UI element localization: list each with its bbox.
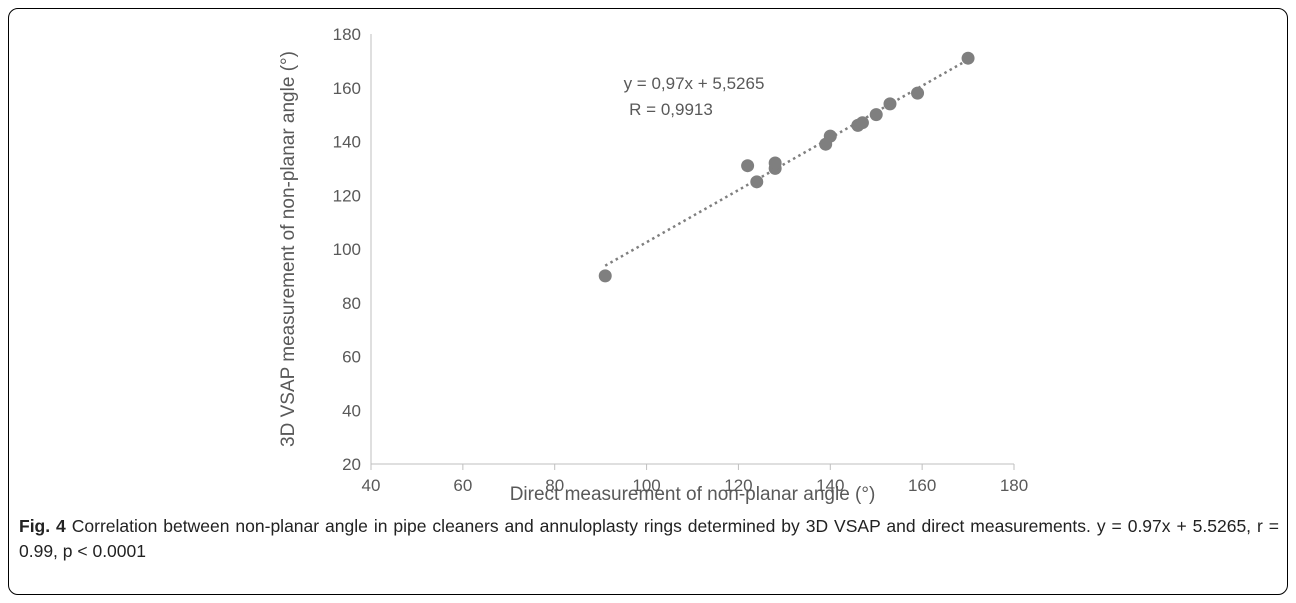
x-tick-label: 160 [908,476,936,495]
y-tick-label: 100 [333,240,361,259]
x-tick-label: 40 [362,476,381,495]
data-point [883,97,897,111]
y-tick-label: 40 [342,401,361,420]
data-point [823,129,837,143]
chart-labels: 40 60 80 100 120 140 160 1802040608010012014016… [278,25,1028,505]
equation-label: y = 0,97x + 5,5265 [624,74,765,93]
scatter-chart: 40 60 80 100 120 140 160 1802040608010012014016… [278,25,1028,505]
axes [370,34,1015,470]
figure-frame: 40 60 80 100 120 140 160 180 20 40 60 80 100 120 140 16… [8,8,1288,595]
x-tick-label: 180 [1000,476,1028,495]
r-value-label: R = 0,9913 [629,100,713,119]
data-point [741,159,755,173]
data-point [855,116,869,130]
x-axis-title: Direct measurement of non-planar angle (… [510,484,876,505]
caption-text: Correlation between non-planar angle in … [19,516,1279,561]
x-tick-label: 80 [545,476,564,495]
y-tick-label: 180 [333,25,361,44]
figure-caption: Fig. 4 Correlation between non-planar an… [19,514,1279,564]
y-tick-label: 80 [342,294,361,313]
x-tick-label: 120 [724,476,752,495]
x-tick-label: 60 [453,476,472,495]
data-point [911,86,925,100]
x-tick-label: 100 [632,476,660,495]
x-tick-label: 140 [816,476,844,495]
y-tick-label: 60 [342,348,361,367]
y-tick-label: 140 [333,133,361,152]
caption-label: Fig. 4 [19,516,66,536]
data-point [598,269,612,283]
data-point [750,175,764,189]
y-axis-title: 3D VSAP measurement of non-planar angle … [278,51,299,447]
data-point [961,51,975,65]
data-points [598,51,975,283]
y-tick-label: 120 [333,186,361,205]
y-tick-label: 20 [342,455,361,474]
y-tick-label: 160 [333,79,361,98]
data-point [869,108,883,122]
data-point [768,156,782,170]
